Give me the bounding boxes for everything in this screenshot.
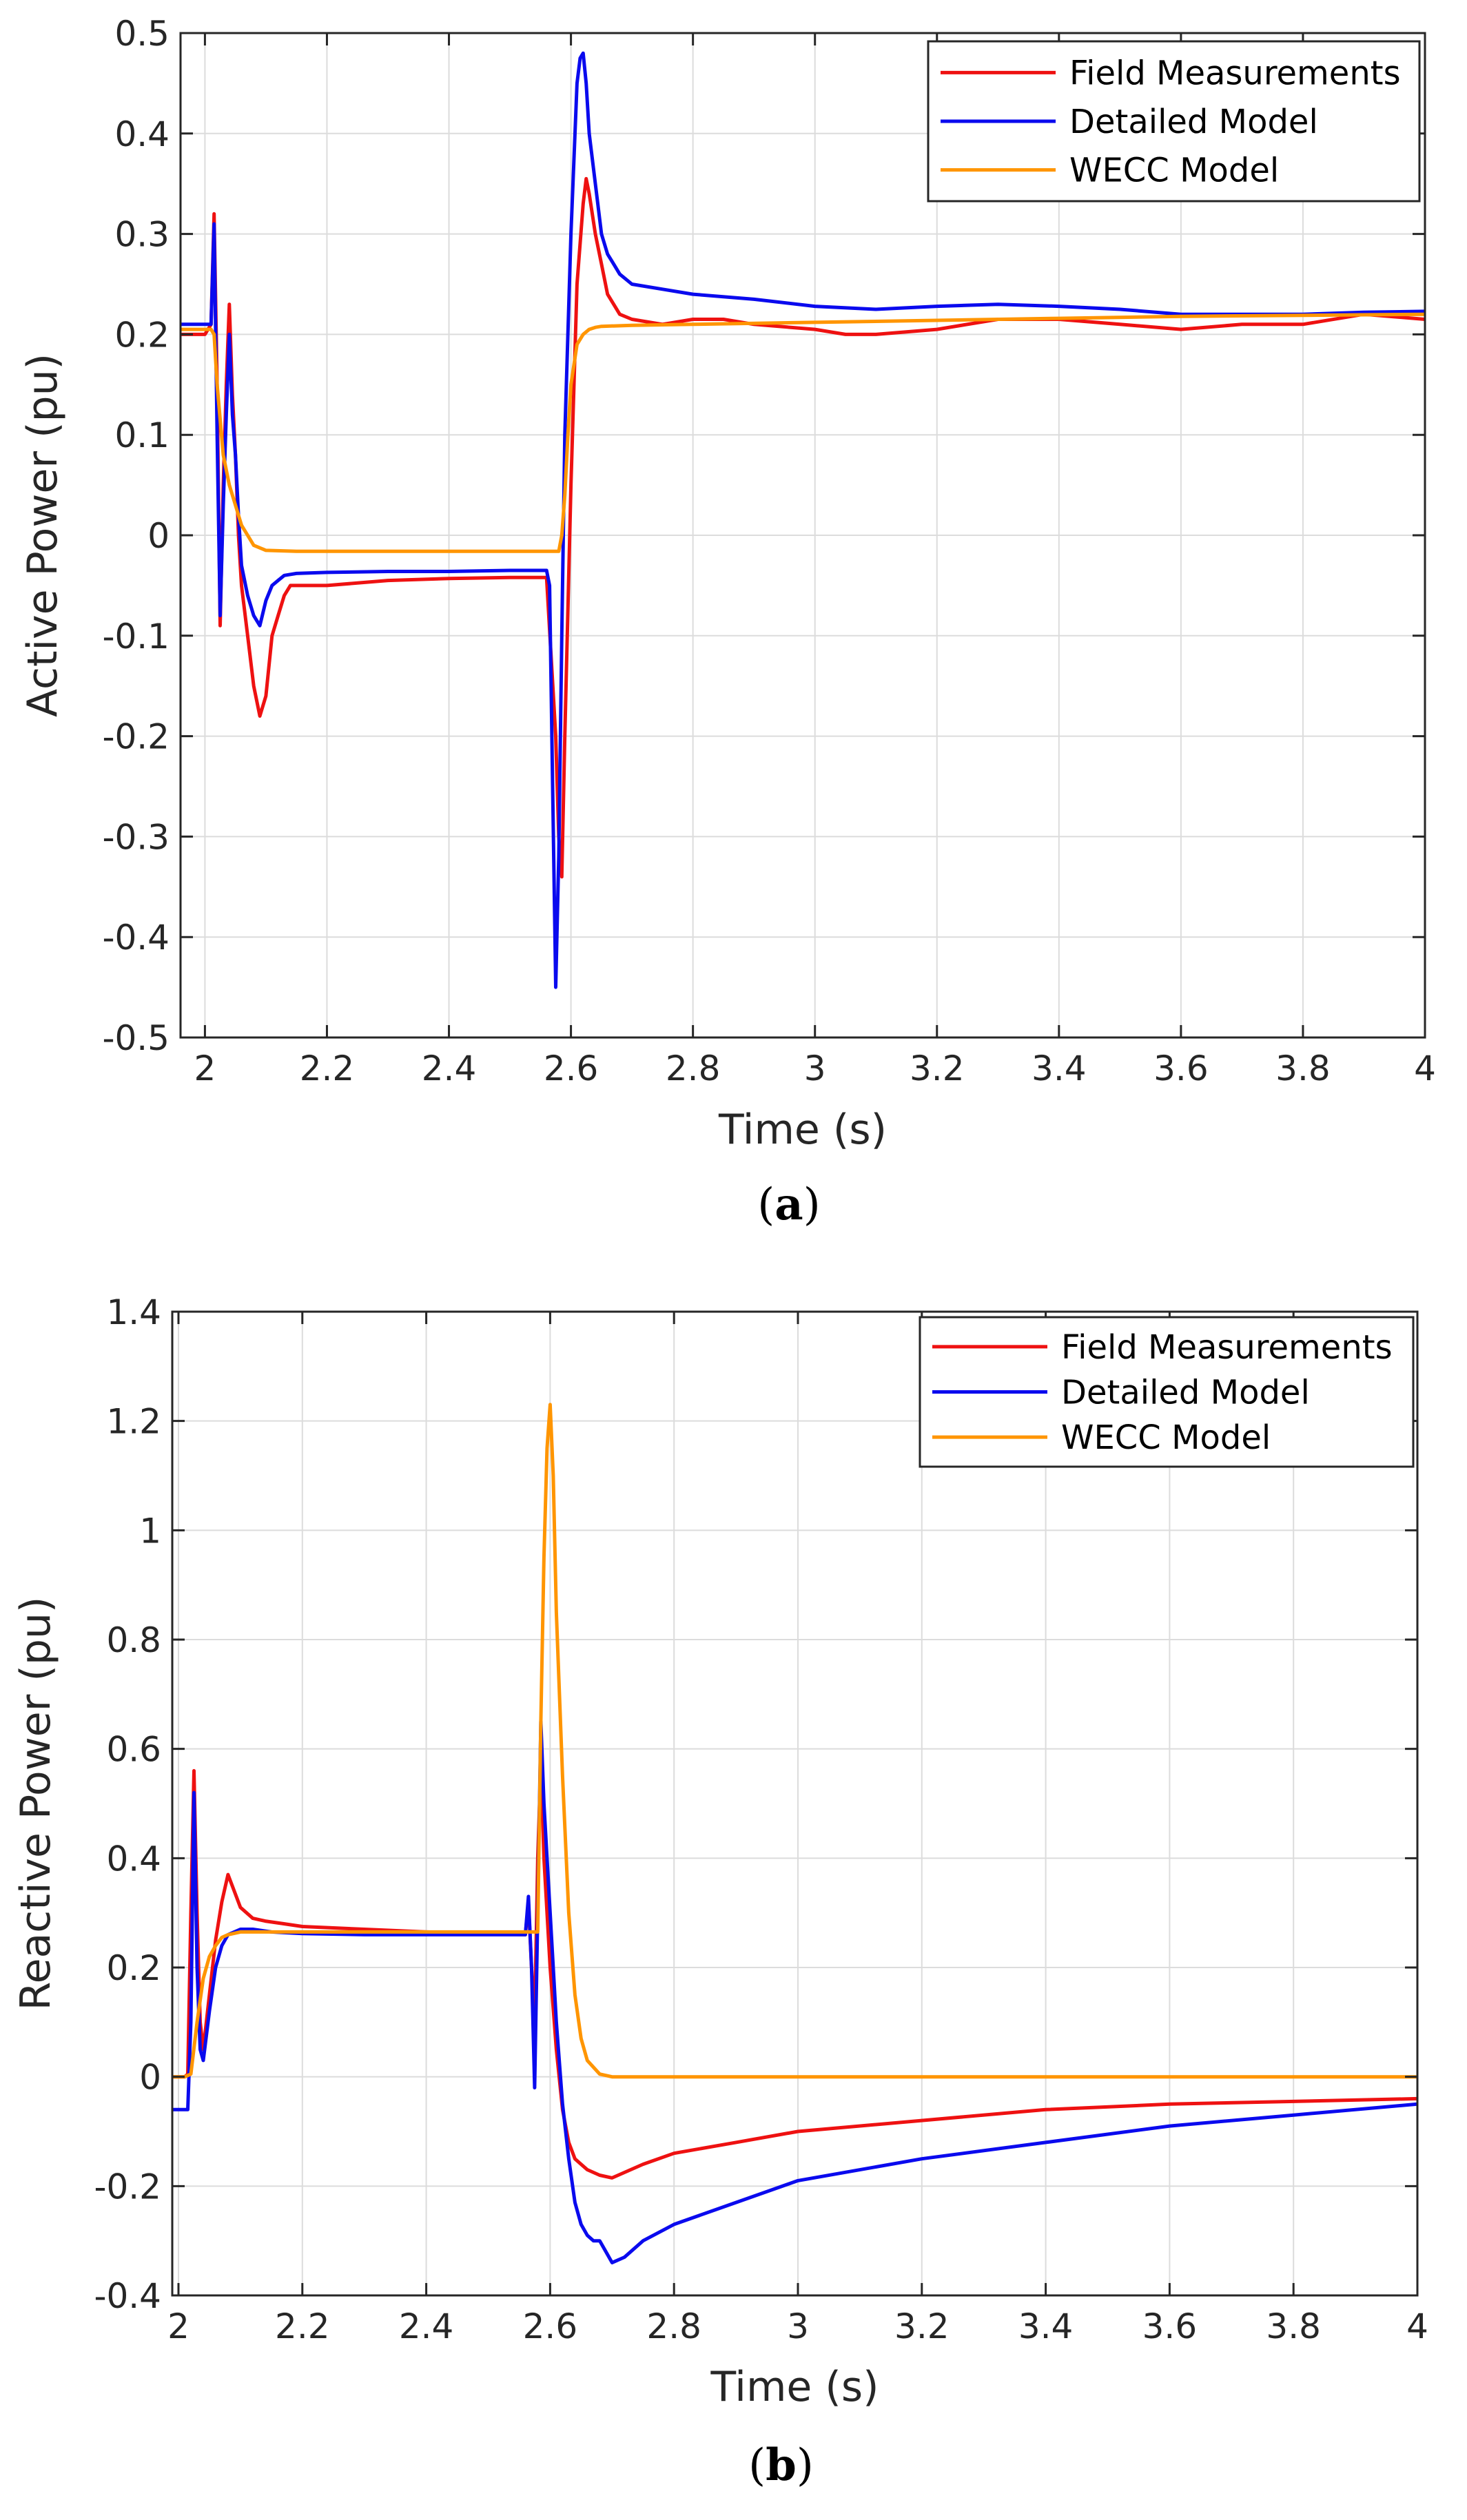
y-tick-label: 0.2: [106, 1948, 161, 1988]
y-tick-label: 0: [147, 516, 170, 556]
y-tick-label: 0.3: [114, 215, 170, 255]
x-axis-label: Time (s): [710, 2363, 879, 2411]
caption-close: ): [803, 1179, 821, 1230]
x-tick-label: 2.8: [646, 2306, 701, 2346]
caption-open: (: [757, 1179, 774, 1230]
x-tick-label: 2.8: [666, 1049, 721, 1088]
y-tick-label: 0.2: [114, 315, 170, 355]
y-tick-label: 0.1: [114, 415, 170, 455]
y-tick-label: 0.6: [106, 1730, 161, 1770]
y-tick-label: 0: [139, 2058, 161, 2098]
legend-label: Field Measurements: [1061, 1328, 1393, 1367]
chart-panel-a: 2 2.2 2.4 2.6 2.8 3 3.2 3.4 3.6 3.8 4 -0.5 -0.4 -0.3…: [19, 14, 1436, 1230]
y-tick-labels: -0.4 -0.2 0 0.2 0.4 0.6 0.8 1 1.2 1.4: [94, 1292, 161, 2316]
x-tick-label: 3.4: [1032, 1049, 1087, 1088]
x-tick-label: 2: [194, 1049, 216, 1088]
y-tick-label: 0.4: [114, 114, 170, 154]
x-tick-label: 2.4: [399, 2306, 454, 2346]
x-tick-label: 2.4: [422, 1049, 477, 1088]
y-tick-labels: -0.5 -0.4 -0.3 -0.2 -0.1 0 0.1 0.2 0.3 0.4 0.5: [102, 14, 170, 1058]
x-tick-label: 3.6: [1142, 2306, 1198, 2346]
panel-caption: (b): [748, 2439, 814, 2491]
legend-label: Field Measurements: [1069, 54, 1401, 92]
axes-box: [171, 1310, 1419, 2297]
caption-open: (: [748, 2440, 766, 2491]
x-tick-label: 2.6: [523, 2306, 578, 2346]
y-tick-label: -0.2: [102, 717, 170, 757]
panel-caption: (a): [757, 1179, 820, 1230]
series-line-wecc-model: [181, 312, 1425, 553]
caption-letter: a: [774, 1179, 803, 1230]
y-tick-label: -0.4: [94, 2276, 161, 2316]
x-tick-label: 3.6: [1153, 1049, 1209, 1088]
y-tick-label: 1.2: [106, 1402, 161, 1442]
x-tick-label: 3: [804, 1049, 826, 1088]
legend: Field Measurements Detailed Model WECC Mod…: [919, 1316, 1415, 1468]
x-tick-labels: 2 2.2 2.4 2.6 2.8 3 3.2 3.4 3.6 3.8 4: [167, 2306, 1428, 2346]
legend-label: WECC Model: [1069, 152, 1279, 190]
x-tick-label: 3.8: [1275, 1049, 1331, 1088]
x-tick-label: 2.6: [544, 1049, 599, 1088]
tick-marks: [181, 32, 1426, 1039]
x-axis-label: Time (s): [718, 1106, 887, 1154]
x-tick-label: 3.2: [894, 2306, 950, 2346]
x-tick-label: 4: [1406, 2306, 1428, 2346]
x-tick-label: 3.8: [1266, 2306, 1321, 2346]
x-tick-labels: 2 2.2 2.4 2.6 2.8 3 3.2 3.4 3.6 3.8 4: [194, 1049, 1436, 1088]
x-tick-label: 3.4: [1018, 2306, 1074, 2346]
y-tick-label: 0.8: [106, 1620, 161, 1660]
y-tick-label: -0.4: [102, 918, 170, 958]
legend-label: Detailed Model: [1069, 103, 1318, 141]
legend-entries: Field Measurements Detailed Model WECC Mod…: [932, 1328, 1393, 1457]
legend-entries: Field Measurements Detailed Model WECC Mod…: [941, 54, 1401, 190]
legend-label: Detailed Model: [1061, 1374, 1310, 1412]
y-tick-label: 0.4: [106, 1839, 161, 1879]
y-tick-label: 0.5: [114, 14, 170, 54]
y-axis-label: Active Power (pu): [19, 353, 67, 717]
x-tick-label: 2.2: [275, 2306, 330, 2346]
x-tick-label: 2: [167, 2306, 189, 2346]
y-tick-label: -0.1: [102, 617, 170, 657]
x-tick-label: 4: [1414, 1049, 1436, 1088]
y-axis-label: Reactive Power (pu): [12, 1597, 60, 2011]
legend-label: WECC Model: [1061, 1418, 1271, 1457]
y-tick-label: 1.4: [106, 1292, 161, 1332]
y-tick-label: -0.2: [94, 2167, 161, 2207]
y-tick-label: -0.3: [102, 817, 170, 857]
caption-close: ): [797, 2440, 814, 2491]
y-tick-label: -0.5: [102, 1018, 170, 1058]
series-line-wecc-model: [172, 1403, 1417, 2079]
plot-area: [181, 51, 1425, 989]
x-tick-label: 3.2: [910, 1049, 965, 1088]
series-line-detailed-model: [172, 1719, 1417, 2264]
plot-area: [172, 1403, 1417, 2264]
caption-letter: b: [766, 2439, 797, 2491]
series-line-detailed-model: [181, 51, 1425, 989]
x-tick-label: 3: [787, 2306, 809, 2346]
y-tick-label: 1: [139, 1511, 161, 1551]
chart-panel-b: 2 2.2 2.4 2.6 2.8 3 3.2 3.4 3.6 3.8 4 -0.4 -0.2 0 0.2…: [12, 1292, 1428, 2491]
x-tick-label: 2.2: [300, 1049, 355, 1088]
legend: Field Measurements Detailed Model WECC Mod…: [927, 40, 1421, 203]
